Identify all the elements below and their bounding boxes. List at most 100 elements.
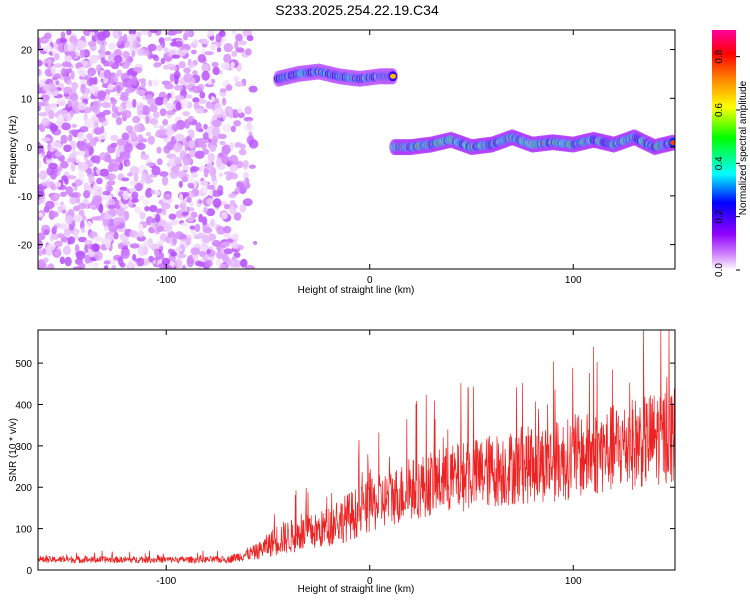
heatmap-cell <box>117 44 124 49</box>
heatmap-cell <box>223 225 232 234</box>
heatmap-cell <box>66 79 72 86</box>
heatmap-cell <box>71 81 79 91</box>
heatmap-cell <box>186 257 194 268</box>
heatmap-cell <box>129 243 140 249</box>
heatmap-cell <box>112 30 120 39</box>
heatmap-cell <box>234 40 239 51</box>
heatmap-cell <box>111 112 119 118</box>
heatmap-cell <box>207 30 215 37</box>
heatmap-cell <box>162 97 168 105</box>
heatmap-cell <box>53 193 61 199</box>
heatmap-cell <box>231 109 240 119</box>
heatmap-cell <box>103 69 112 79</box>
heatmap-cell <box>38 212 44 218</box>
heatmap-cell <box>145 115 150 124</box>
heatmap-cell <box>216 258 222 267</box>
heatmap-cell <box>215 250 223 259</box>
heatmap-cell <box>147 135 155 145</box>
heatmap-cell <box>142 50 150 56</box>
heatmap-cell <box>41 181 52 187</box>
heatmap-cell <box>134 43 142 48</box>
heatmap-cell <box>189 201 194 207</box>
heatmap-cell <box>60 191 67 197</box>
heatmap-cell <box>67 157 77 163</box>
heatmap-cell <box>229 263 238 268</box>
heatmap-cell <box>166 110 176 116</box>
heatmap-cell <box>174 74 179 85</box>
heatmap-cell <box>65 186 74 195</box>
heatmap-cell <box>59 256 65 265</box>
heatmap-cell <box>78 161 89 172</box>
heatmap-cell <box>68 134 73 142</box>
heatmap-cell <box>147 80 153 87</box>
heatmap-cell <box>240 258 248 268</box>
heatmap-cell <box>97 92 106 102</box>
heatmap-cell <box>233 120 242 127</box>
heatmap-cell <box>137 223 144 231</box>
heatmap-cell <box>238 40 247 46</box>
heatmap-cell <box>229 141 234 151</box>
heatmap-cell <box>156 240 165 245</box>
heatmap-cell <box>39 79 45 89</box>
heatmap-cell <box>180 207 186 214</box>
heatmap-cell <box>216 157 222 168</box>
heatmap-cell <box>140 153 150 161</box>
heatmap-cell <box>115 116 123 126</box>
heatmap-cell <box>79 50 85 59</box>
heatmap-cell <box>78 236 87 243</box>
heatmap-cell <box>231 30 237 35</box>
heatmap-cell <box>166 141 176 151</box>
heatmap-cell <box>96 167 101 176</box>
heatmap-cell <box>192 59 198 66</box>
heatmap-cell <box>246 35 254 42</box>
heatmap-cell <box>243 116 254 122</box>
heatmap-cell <box>38 249 43 257</box>
heatmap-cell <box>181 176 189 183</box>
heatmap-cell <box>132 254 137 261</box>
heatmap-cell <box>127 172 133 177</box>
heatmap-cell <box>42 248 46 255</box>
heatmap-cell <box>159 171 169 177</box>
heatmap-cell <box>200 245 207 252</box>
heatmap-cell <box>62 245 71 256</box>
heatmap-cell <box>57 114 62 122</box>
heatmap-cell <box>221 146 229 157</box>
heatmap-cell <box>209 144 217 153</box>
heatmap-cell <box>198 199 203 204</box>
colorbar-tick-label: 0.8 <box>714 49 725 63</box>
heatmap-cell <box>97 135 106 140</box>
heatmap-cell <box>42 84 52 92</box>
heatmap-cell <box>242 171 249 180</box>
heatmap-cell <box>61 175 68 181</box>
colorbar-tick-label: 0.4 <box>714 156 725 170</box>
heatmap-cell <box>242 160 249 168</box>
heatmap-cell <box>137 134 144 144</box>
heatmap-cell <box>164 83 174 90</box>
heatmap-cell <box>46 166 55 176</box>
heatmap-cell <box>63 144 72 153</box>
heatmap-cell <box>133 172 139 183</box>
heatmap-cell <box>231 256 237 261</box>
heatmap-cell <box>190 166 200 172</box>
heatmap-cell <box>163 47 169 53</box>
heatmap-cell <box>52 91 59 96</box>
heatmap-cell <box>59 160 69 169</box>
heatmap-cell <box>120 248 130 259</box>
heatmap-cell <box>208 189 214 197</box>
heatmap-cell <box>78 141 88 152</box>
heatmap-cell <box>102 190 111 196</box>
heatmap-cell <box>129 180 137 186</box>
heatmap-cell <box>185 94 193 99</box>
heatmap-cell <box>119 92 129 98</box>
heatmap-cell <box>129 166 140 175</box>
heatmap-cell <box>200 180 209 187</box>
heatmap-cell <box>167 231 176 238</box>
heatmap-cell <box>139 126 146 132</box>
heatmap-cell <box>75 250 86 260</box>
heatmap-cell <box>123 33 128 44</box>
heatmap-cell <box>233 76 240 83</box>
heatmap-cell <box>99 168 110 177</box>
heatmap-cell <box>119 186 128 191</box>
heatmap-cell <box>150 189 156 195</box>
heatmap-cell <box>103 225 109 231</box>
